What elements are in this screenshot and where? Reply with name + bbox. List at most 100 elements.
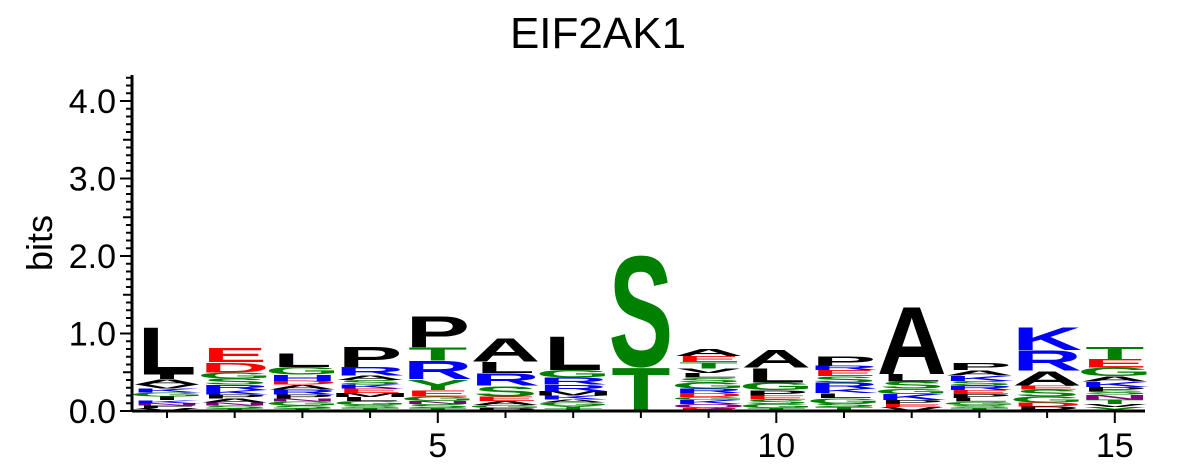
y-tick-label: 3.0 <box>69 161 116 199</box>
logo-letter-V: V <box>879 406 944 412</box>
logo-letter-S: S <box>202 377 266 387</box>
logo-letter-Y: Y <box>1083 406 1147 412</box>
logo-letter-K: K <box>1012 321 1082 357</box>
logo-letter-R: R <box>538 383 608 393</box>
logo-letter-K: K <box>538 395 608 401</box>
logo-letter-P: P <box>406 307 470 356</box>
logo-letter-P: P <box>947 361 1011 372</box>
logo-letter-R: R <box>403 356 473 385</box>
logo-letter-K: K <box>132 399 202 404</box>
logo-letter-E: E <box>406 388 470 398</box>
logo-letter-A: A <box>471 400 541 406</box>
logo-letter-L: L <box>273 349 332 371</box>
logo-letter-L: L <box>476 358 535 376</box>
logo-letter-N: N <box>403 400 473 405</box>
logo-letter-E: E <box>338 387 402 394</box>
logo-letter-G: G <box>536 368 611 380</box>
logo-letter-S: S <box>202 405 266 410</box>
logo-letter-G: G <box>265 365 340 377</box>
logo-letter-S: S <box>879 380 943 391</box>
logo-letter-V: V <box>676 367 741 374</box>
logo-letter-S: S <box>338 404 402 409</box>
logo-letter-T: T <box>1085 343 1144 362</box>
logo-letter-A: A <box>538 399 608 404</box>
logo-letter-S: S <box>1015 388 1079 399</box>
logo-letter-T: T <box>814 406 873 412</box>
logo-letter-L: L <box>137 313 196 389</box>
logo-letter-F: F <box>137 405 196 409</box>
logo-letter-G: G <box>1010 395 1085 405</box>
logo-letter-A: A <box>132 378 202 386</box>
logo-letter-P: P <box>338 341 402 374</box>
chart-title: EIF2AK1 <box>510 9 686 58</box>
logo-letter-G: G <box>1077 365 1152 378</box>
logo-letter-K: K <box>945 374 1015 382</box>
logo-letter-G: G <box>129 391 204 397</box>
y-tick-label: 1.0 <box>69 316 116 354</box>
logo-letter-L: L <box>544 327 603 381</box>
logo-letter-K: K <box>1080 380 1150 388</box>
logo-letter-E: E <box>744 395 808 401</box>
logo-letter-R: R <box>945 384 1015 391</box>
logo-letter-G: G <box>874 387 949 395</box>
logo-letter-P: P <box>202 394 266 400</box>
logo-letter-G: G <box>739 403 814 409</box>
logo-letter-K: K <box>200 389 270 396</box>
logo-letter-P: P <box>744 389 808 397</box>
logo-letter-G: G <box>806 396 881 404</box>
y-tick-label: 0.0 <box>69 393 116 431</box>
logo-letter-I: I <box>154 373 181 380</box>
logo-letter-A: A <box>335 374 405 381</box>
logo-letter-K: K <box>674 399 744 405</box>
logo-letter-T: T <box>408 344 467 365</box>
logo-letter-S: S <box>338 379 402 386</box>
logo-letter-T: T <box>1085 398 1144 405</box>
logo-letter-E: E <box>947 389 1011 395</box>
logo-letter-G: G <box>197 371 272 381</box>
logo-letter-P: P <box>879 399 943 405</box>
logo-letter-S: S <box>812 402 876 408</box>
logo-letter-R: R <box>268 388 338 396</box>
logo-letter-G: G <box>671 381 746 391</box>
logo-letter-S: S <box>744 398 808 405</box>
logo-letter-N: N <box>200 402 270 407</box>
logo-letter-R: R <box>809 381 879 391</box>
logo-letter-G: G <box>265 401 340 407</box>
logo-letter-A: A <box>1012 367 1082 390</box>
axes: 0.0 1.0 2.0 3.0 4.0 5 10 15 <box>69 75 1145 465</box>
logo-letter-R: R <box>674 387 744 394</box>
logo-letter-S: S <box>676 376 740 383</box>
logo-letter-M: M <box>533 390 613 397</box>
logo-letter-A: A <box>200 398 270 404</box>
logo-letter-T: T <box>679 361 738 371</box>
logo-letter-D: D <box>674 392 744 398</box>
logo-letter-L: L <box>814 392 873 399</box>
logo-letter-E: E <box>202 344 266 367</box>
logo-letter-G: G <box>671 396 746 401</box>
logo-letter-S: S <box>947 380 1011 387</box>
logo-letter-P: P <box>1015 405 1079 412</box>
logo-letter-R: R <box>471 370 541 389</box>
logo-letter-S: S <box>473 383 537 400</box>
logo-letter-N: N <box>1080 394 1150 401</box>
logo-letter-R: R <box>335 365 405 378</box>
logo-letter-L: L <box>341 396 400 402</box>
logo-letter-V: V <box>1083 403 1148 408</box>
logo-letter-A: A <box>877 286 947 395</box>
logo-letter-G: G <box>400 395 475 402</box>
logo-letter-K: K <box>132 388 202 394</box>
logo-letter-L: L <box>747 364 806 387</box>
logo-letter-K: K <box>335 384 405 390</box>
logo-letter-G: G <box>739 380 814 392</box>
logo-letter-S: S <box>270 405 334 410</box>
x-tick-label: 10 <box>757 427 795 465</box>
logo-letter-E: E <box>1015 385 1079 391</box>
y-axis-label: bits <box>19 215 60 271</box>
logo-letter-G: G <box>942 401 1017 406</box>
logo-letter-S: S <box>947 404 1011 409</box>
logo-letter-K: K <box>877 392 947 402</box>
logo-letter-S: S <box>406 403 470 409</box>
logo-letter-A: A <box>674 347 744 358</box>
logo-letter-E: E <box>676 354 740 364</box>
logo-letter-A: A <box>471 332 541 369</box>
